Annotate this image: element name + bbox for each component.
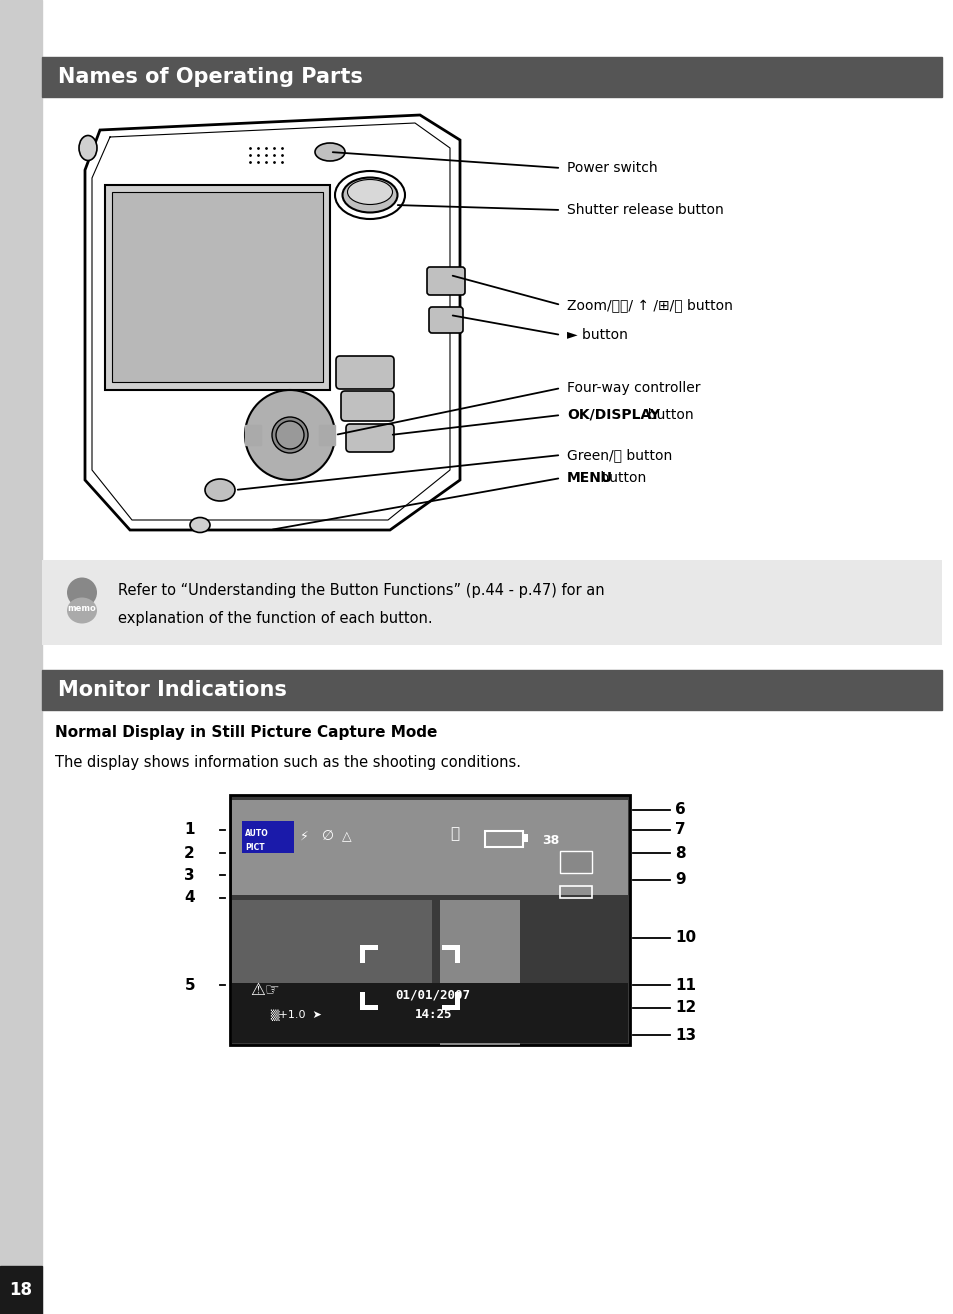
Bar bbox=[0, 1265, 42, 1314]
FancyBboxPatch shape bbox=[335, 356, 394, 389]
Text: button: button bbox=[639, 409, 693, 422]
Text: 11: 11 bbox=[675, 978, 696, 992]
Text: explanation of the function of each button.: explanation of the function of each butt… bbox=[118, 611, 432, 625]
Bar bbox=[0, 0, 42, 1314]
Text: 3: 3 bbox=[184, 867, 194, 883]
Text: Power switch: Power switch bbox=[566, 162, 657, 175]
Bar bbox=[359, 945, 365, 963]
FancyBboxPatch shape bbox=[427, 267, 464, 296]
Text: OK/DISPLAY: OK/DISPLAY bbox=[566, 409, 659, 422]
Text: Shutter release button: Shutter release button bbox=[566, 202, 723, 217]
Text: 4: 4 bbox=[184, 891, 194, 905]
Text: AUTO: AUTO bbox=[245, 829, 269, 837]
Bar bbox=[455, 992, 459, 1010]
Text: ⌕: ⌕ bbox=[450, 827, 458, 841]
Ellipse shape bbox=[67, 598, 97, 624]
Text: ▒+1.0  ➤: ▒+1.0 ➤ bbox=[270, 1009, 321, 1021]
Text: Names of Operating Parts: Names of Operating Parts bbox=[58, 67, 362, 87]
Circle shape bbox=[245, 390, 335, 480]
Polygon shape bbox=[105, 185, 330, 390]
FancyBboxPatch shape bbox=[346, 424, 394, 452]
Ellipse shape bbox=[79, 135, 97, 160]
Ellipse shape bbox=[190, 518, 210, 532]
Text: 7: 7 bbox=[675, 823, 685, 837]
Bar bbox=[559, 886, 592, 897]
Text: Refer to “Understanding the Button Functions” (p.44 - p.47) for an: Refer to “Understanding the Button Funct… bbox=[118, 582, 604, 598]
Ellipse shape bbox=[314, 143, 345, 162]
Ellipse shape bbox=[342, 177, 397, 213]
Text: PICT: PICT bbox=[245, 842, 264, 851]
Text: 12: 12 bbox=[675, 1000, 696, 1016]
Bar bbox=[242, 821, 294, 853]
Text: 01/01/2007: 01/01/2007 bbox=[395, 988, 470, 1001]
Circle shape bbox=[275, 420, 304, 449]
FancyBboxPatch shape bbox=[429, 307, 462, 332]
Bar bbox=[359, 945, 377, 950]
Bar bbox=[42, 670, 941, 710]
Bar bbox=[455, 945, 459, 963]
Bar bbox=[559, 851, 592, 872]
Text: 14:25: 14:25 bbox=[415, 1009, 452, 1021]
FancyBboxPatch shape bbox=[340, 392, 394, 420]
Polygon shape bbox=[282, 424, 297, 445]
Text: 9: 9 bbox=[675, 872, 685, 887]
Bar bbox=[42, 57, 941, 97]
Polygon shape bbox=[112, 192, 323, 382]
Ellipse shape bbox=[67, 577, 97, 607]
Polygon shape bbox=[318, 424, 335, 445]
Bar bbox=[441, 1005, 459, 1010]
Text: The display shows information such as the shooting conditions.: The display shows information such as th… bbox=[55, 754, 520, 770]
Text: ► button: ► button bbox=[566, 328, 627, 342]
Text: 8: 8 bbox=[675, 845, 685, 861]
Circle shape bbox=[272, 417, 308, 453]
Ellipse shape bbox=[347, 180, 392, 205]
Bar bbox=[359, 1005, 377, 1010]
Bar bbox=[232, 983, 627, 1043]
Bar bbox=[359, 992, 365, 1010]
Text: Monitor Indications: Monitor Indications bbox=[58, 681, 287, 700]
Bar bbox=[230, 795, 629, 1045]
Bar bbox=[232, 800, 627, 895]
Bar bbox=[441, 945, 459, 950]
Polygon shape bbox=[282, 424, 297, 445]
Text: Four-way controller: Four-way controller bbox=[566, 381, 700, 396]
Text: 5: 5 bbox=[184, 978, 194, 992]
Text: ∅: ∅ bbox=[322, 829, 334, 844]
Bar bbox=[439, 900, 519, 1045]
Bar bbox=[484, 830, 522, 848]
Text: 10: 10 bbox=[675, 930, 696, 946]
Text: ⚠☞: ⚠☞ bbox=[250, 982, 279, 999]
Text: 6: 6 bbox=[675, 803, 685, 817]
Polygon shape bbox=[85, 116, 459, 530]
Bar bbox=[42, 560, 941, 645]
Text: Normal Display in Still Picture Capture Mode: Normal Display in Still Picture Capture … bbox=[55, 725, 436, 741]
Polygon shape bbox=[245, 424, 261, 445]
Text: Green/Ⓒ button: Green/Ⓒ button bbox=[566, 448, 672, 463]
Text: ⚡: ⚡ bbox=[299, 830, 309, 844]
Text: memo: memo bbox=[68, 604, 96, 614]
Text: 2: 2 bbox=[184, 845, 194, 861]
Text: 13: 13 bbox=[675, 1028, 696, 1042]
Text: 18: 18 bbox=[10, 1281, 32, 1300]
Text: 1: 1 bbox=[184, 823, 194, 837]
Text: button: button bbox=[596, 470, 645, 485]
Text: △: △ bbox=[341, 830, 352, 844]
Text: Zoom/⑃⑄/ ↑ /⊞/⌕ button: Zoom/⑃⑄/ ↑ /⊞/⌕ button bbox=[566, 298, 732, 311]
Bar bbox=[522, 834, 527, 842]
Text: 38: 38 bbox=[541, 833, 558, 846]
Bar bbox=[232, 900, 432, 995]
Text: MENU: MENU bbox=[566, 470, 613, 485]
Ellipse shape bbox=[205, 480, 234, 501]
